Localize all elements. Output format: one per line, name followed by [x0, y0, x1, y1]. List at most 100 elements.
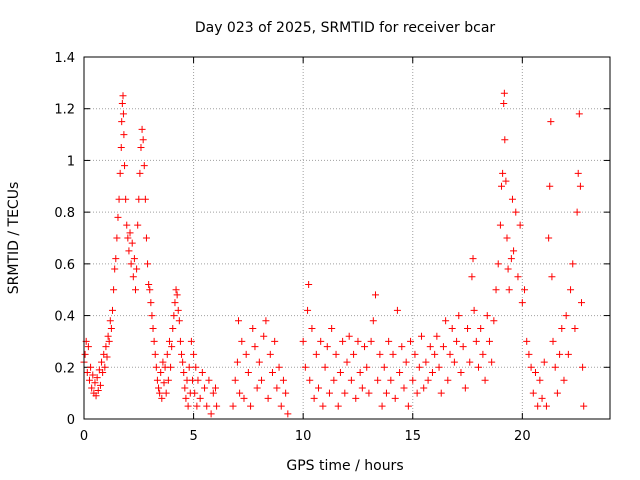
data-point	[385, 337, 393, 345]
data-point	[142, 234, 150, 242]
data-point	[545, 234, 553, 242]
ticks-layer: 0 0.2 0.4 0.6 0.8 1 1.2 1.4 0 5 10 15 20	[54, 51, 610, 444]
data-point	[382, 389, 390, 397]
data-point	[508, 195, 516, 203]
data-point	[127, 260, 135, 268]
data-point	[505, 286, 513, 294]
data-point	[81, 350, 89, 358]
data-point	[562, 312, 570, 320]
data-point	[268, 368, 276, 376]
data-point	[108, 306, 116, 314]
data-point	[140, 162, 148, 170]
data-point	[118, 118, 126, 126]
data-point	[398, 343, 406, 351]
data-point	[481, 376, 489, 384]
data-point	[564, 350, 572, 358]
data-point	[455, 312, 463, 320]
data-point	[282, 389, 290, 397]
data-point	[472, 337, 480, 345]
data-point	[111, 265, 119, 273]
data-point	[548, 273, 556, 281]
data-point	[122, 195, 130, 203]
data-point	[299, 337, 307, 345]
data-point	[573, 208, 581, 216]
data-point	[130, 255, 138, 263]
data-point	[415, 363, 423, 371]
data-point	[305, 281, 313, 289]
data-point	[350, 350, 358, 358]
data-point	[194, 376, 202, 384]
data-point	[347, 376, 355, 384]
data-point	[578, 299, 586, 307]
data-point	[396, 368, 404, 376]
data-point	[128, 239, 136, 247]
y-tick-label: 1	[67, 154, 75, 169]
data-point	[146, 286, 154, 294]
data-point	[212, 384, 219, 392]
data-point	[102, 343, 110, 351]
data-point	[83, 368, 91, 376]
data-point	[540, 358, 548, 366]
data-point	[89, 371, 97, 379]
data-point	[547, 118, 555, 126]
data-point	[374, 376, 382, 384]
data-point	[129, 273, 137, 281]
data-point	[536, 376, 544, 384]
data-point	[160, 379, 168, 387]
data-point	[542, 402, 550, 410]
data-point	[531, 368, 539, 376]
data-point	[391, 394, 399, 402]
data-point	[134, 221, 142, 229]
data-point	[321, 363, 329, 371]
data-point	[420, 384, 428, 392]
data-point	[255, 358, 263, 366]
data-point	[112, 255, 120, 263]
data-point	[361, 343, 369, 351]
data-point	[139, 136, 147, 144]
data-point	[103, 353, 111, 361]
data-point	[91, 379, 99, 387]
data-point	[494, 260, 502, 268]
data-point	[485, 337, 493, 345]
data-points	[80, 89, 588, 418]
data-point	[156, 389, 164, 397]
y-tick-label: 1.2	[54, 103, 75, 118]
x-tick-label: 0	[80, 429, 88, 444]
data-point	[448, 325, 456, 332]
y-axis-label: SRMTID / TECUs	[6, 182, 22, 295]
data-point	[185, 363, 193, 371]
data-point	[88, 384, 96, 392]
y-tick-label: 0.4	[54, 310, 75, 325]
data-point	[262, 317, 270, 325]
data-point	[93, 374, 101, 382]
data-point	[151, 350, 159, 358]
data-point	[567, 286, 575, 294]
data-point	[512, 208, 520, 216]
data-point	[119, 110, 127, 118]
data-point	[198, 368, 206, 376]
data-point	[580, 402, 588, 410]
data-point	[503, 234, 511, 242]
data-point	[115, 195, 123, 203]
data-point	[330, 376, 338, 384]
data-point	[341, 389, 349, 397]
data-point	[209, 389, 217, 397]
data-point	[457, 368, 465, 376]
data-point	[442, 317, 450, 325]
data-point	[308, 325, 316, 332]
data-point	[169, 325, 177, 332]
data-point	[201, 384, 209, 392]
data-point	[363, 363, 371, 371]
data-point	[85, 376, 93, 384]
data-point	[135, 195, 143, 203]
data-point	[191, 389, 199, 397]
data-point	[376, 350, 384, 358]
data-point	[575, 110, 583, 118]
data-point	[428, 368, 436, 376]
data-point	[138, 125, 146, 133]
data-point	[418, 332, 426, 340]
data-point	[101, 363, 109, 371]
data-point	[168, 343, 176, 351]
data-point	[435, 363, 443, 371]
data-point	[571, 325, 579, 332]
